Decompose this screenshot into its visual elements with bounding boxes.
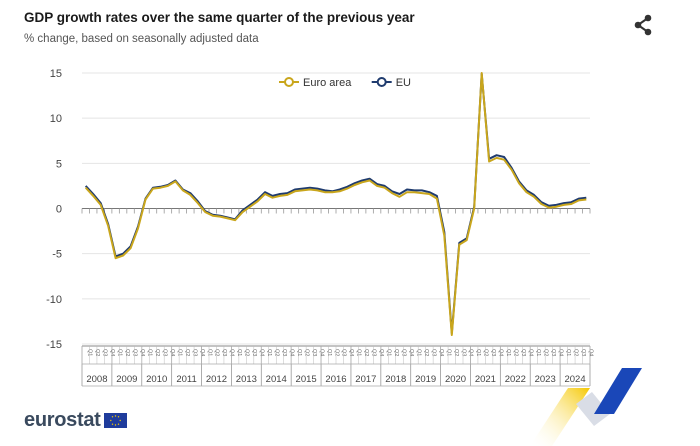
y-tick-label: 0 [56, 204, 62, 216]
x-year-label: 2015 [296, 374, 317, 385]
x-quarter-label: Q3 [221, 349, 227, 356]
eu-flag-icon [103, 413, 127, 428]
x-quarter-label: Q2 [483, 349, 489, 356]
x-year-label: 2021 [475, 374, 496, 385]
eurostat-logo[interactable]: eurostat [24, 409, 127, 432]
x-quarter-label: Q3 [281, 349, 287, 356]
y-tick-label: -15 [46, 339, 62, 351]
x-quarter-label: Q2 [124, 349, 130, 356]
y-tick-label: 5 [56, 158, 62, 170]
x-quarter-label: Q3 [490, 349, 496, 356]
decorative-shape [530, 368, 642, 446]
x-quarter-label: Q2 [572, 349, 578, 356]
x-year-label: 2022 [505, 374, 526, 385]
y-tick-label: 15 [50, 68, 62, 80]
y-tick-label: -5 [52, 249, 62, 261]
legend-marker [376, 77, 387, 87]
x-quarter-label: Q3 [341, 349, 347, 356]
legend-label: EU [396, 77, 411, 89]
legend-item-euro-area[interactable]: Euro area [279, 77, 352, 89]
x-quarter-label: Q2 [244, 349, 250, 356]
x-quarter-label: Q3 [430, 349, 436, 356]
x-quarter-label: Q3 [161, 349, 167, 356]
x-quarter-label: Q1 [147, 349, 153, 356]
x-year-label: 2009 [116, 374, 137, 385]
y-axis-ticks: 15 10 5 0 -5 -10 -15 [46, 68, 62, 351]
x-quarter-label: Q3 [371, 349, 377, 356]
x-quarter-label: Q1 [176, 349, 182, 356]
x-quarter-label: Q1 [206, 349, 212, 356]
legend-marker [284, 77, 294, 87]
x-quarter-label: Q2 [423, 349, 429, 356]
chart-title: GDP growth rates over the same quarter o… [24, 10, 415, 25]
x-year-label: 2024 [564, 374, 585, 385]
y-tick-label: 10 [50, 113, 62, 125]
x-quarter-label: Q1 [117, 349, 123, 356]
x-quarter-label: Q1 [296, 349, 302, 356]
series-lines [84, 72, 587, 336]
logo-text: eurostat [24, 409, 101, 431]
x-quarter-label: Q1 [356, 349, 362, 356]
x-quarter-label: Q3 [102, 349, 108, 356]
x-quarter-label: Q3 [132, 349, 138, 356]
share-icon[interactable] [630, 12, 656, 38]
legend-label: Euro area [303, 77, 352, 89]
x-quarter-label: Q3 [580, 349, 586, 356]
x-quarter-label: Q2 [542, 349, 548, 356]
x-quarter-label: Q1 [326, 349, 332, 356]
x-quarter-label: Q2 [513, 349, 519, 356]
x-quarter-label: Q3 [191, 349, 197, 356]
x-year-label: 2019 [415, 374, 436, 385]
x-quarter-label: Q1 [535, 349, 541, 356]
line-chart: 15 10 5 0 -5 -10 -15 Q1Q2Q3Q4Q1Q2Q3Q4Q1Q2Q3Q4Q… [46, 68, 593, 387]
x-year-label: 2013 [236, 374, 257, 385]
x-quarter-label: Q1 [266, 349, 272, 356]
x-quarter-label: Q1 [415, 349, 421, 356]
x-quarter-label: Q3 [460, 349, 466, 356]
x-year-label: 2018 [385, 374, 406, 385]
x-quarter-label: Q1 [505, 349, 511, 356]
x-quarter-label: Q2 [363, 349, 369, 356]
x-axis: Q1Q2Q3Q4Q1Q2Q3Q4Q1Q2Q3Q4Q1Q2Q3Q4Q1Q2Q3Q4… [81, 208, 593, 387]
x-quarter-label: Q3 [251, 349, 257, 356]
x-quarter-label: Q1 [386, 349, 392, 356]
x-quarter-label: Q3 [520, 349, 526, 356]
x-quarter-label: Q2 [274, 349, 280, 356]
x-year-label: 2023 [535, 374, 556, 385]
x-quarter-label: Q3 [550, 349, 556, 356]
x-quarter-label: Q1 [236, 349, 242, 356]
x-quarter-label: Q1 [565, 349, 571, 356]
x-quarter-label: Q2 [94, 349, 100, 356]
x-quarter-label: Q2 [303, 349, 309, 356]
x-quarter-label: Q1 [475, 349, 481, 356]
x-quarter-label: Q2 [453, 349, 459, 356]
x-quarter-label: Q3 [401, 349, 407, 356]
legend-item-eu[interactable]: EU [371, 77, 411, 89]
x-quarter-label: Q1 [87, 349, 93, 356]
chart-subtitle: % change, based on seasonally adjusted d… [24, 33, 259, 45]
x-year-label: 2016 [325, 374, 346, 385]
y-tick-label: -10 [46, 294, 62, 306]
x-quarter-label: Q3 [311, 349, 317, 356]
series-line-eu [84, 72, 587, 335]
x-quarter-label: Q2 [154, 349, 160, 356]
x-year-label: 2008 [86, 374, 107, 385]
x-quarter-label: Q2 [333, 349, 339, 356]
x-quarter-label: Q1 [445, 349, 451, 356]
grid [82, 72, 590, 345]
x-year-label: 2011 [176, 374, 196, 385]
x-year-label: 2012 [206, 374, 227, 385]
series-line-euro-area [84, 72, 587, 336]
legend[interactable]: Euro area EU [279, 77, 411, 89]
x-year-label: 2020 [445, 374, 466, 385]
x-year-label: 2010 [146, 374, 167, 385]
x-quarter-label: Q2 [214, 349, 220, 356]
x-year-label: 2017 [355, 374, 376, 385]
x-quarter-label: Q2 [393, 349, 399, 356]
x-year-label: 2014 [266, 374, 287, 385]
x-quarter-label: Q2 [184, 349, 190, 356]
